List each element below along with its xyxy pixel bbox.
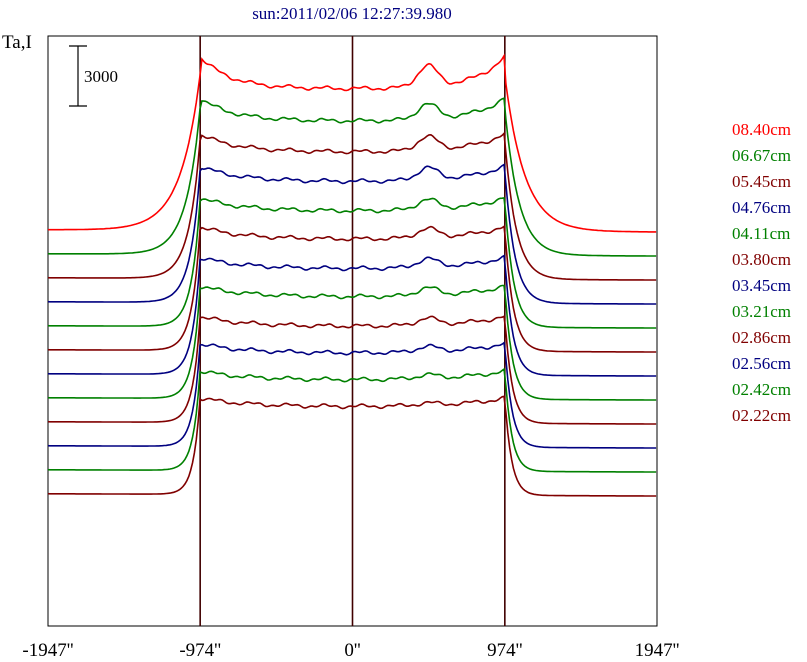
legend-item-8: 02.86cm xyxy=(732,328,791,347)
series-line-9 xyxy=(47,341,657,449)
legend-item-10: 02.42cm xyxy=(732,380,791,399)
series-line-6 xyxy=(47,254,657,377)
series-group xyxy=(47,53,657,497)
x-tick-label-0: -1947'' xyxy=(22,640,73,661)
legend: 08.40cm 06.67cm 05.45cm 04.76cm 04.11cm 03.80… xyxy=(732,120,791,425)
reference-lines xyxy=(199,36,506,626)
x-tick-label-3: 974'' xyxy=(487,640,522,661)
x-tick-label-2: 0'' xyxy=(344,640,360,661)
legend-item-9: 02.56cm xyxy=(732,354,791,373)
legend-item-11: 02.22cm xyxy=(732,406,791,425)
series-line-1 xyxy=(47,97,657,257)
legend-item-0: 08.40cm xyxy=(732,120,791,139)
series-line-11 xyxy=(47,395,657,497)
legend-item-2: 05.45cm xyxy=(732,172,791,191)
series-line-2 xyxy=(47,131,657,281)
series-line-4 xyxy=(47,196,657,329)
legend-item-4: 04.11cm xyxy=(732,224,790,243)
legend-item-6: 03.45cm xyxy=(732,276,791,295)
series-line-3 xyxy=(47,163,657,305)
series-line-0 xyxy=(48,53,657,233)
y-axis-label: Ta,I xyxy=(2,32,32,53)
x-tick-label-4: 1947'' xyxy=(635,640,680,661)
legend-item-3: 04.76cm xyxy=(732,198,791,217)
series-line-8 xyxy=(47,315,657,425)
chart-title: sun:2011/02/06 12:27:39.980 xyxy=(252,4,452,23)
series-line-5 xyxy=(47,224,657,353)
x-tick-labels: -1947'' -974'' 0'' 974'' 1947'' xyxy=(22,640,679,661)
scale-bar: 3000 xyxy=(69,45,118,107)
scale-bar-label: 3000 xyxy=(84,67,118,86)
legend-item-7: 03.21cm xyxy=(732,302,791,321)
series-line-7 xyxy=(47,284,657,401)
legend-item-5: 03.80cm xyxy=(732,250,791,269)
x-tick-label-1: -974'' xyxy=(179,640,221,661)
legend-item-1: 06.67cm xyxy=(732,146,791,165)
series-line-10 xyxy=(47,367,657,473)
